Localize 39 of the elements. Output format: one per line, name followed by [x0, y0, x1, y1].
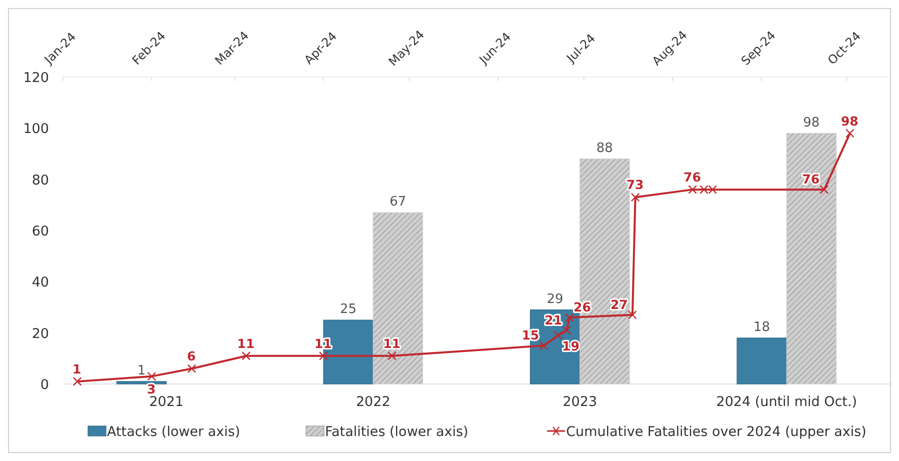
legend-label: Attacks (lower axis): [107, 424, 240, 440]
data-label: 25: [340, 302, 357, 318]
y-tick-label: 20: [32, 326, 49, 342]
y-tick-label: 100: [23, 121, 49, 138]
y-tick-label: 0: [40, 377, 49, 393]
legend-label: Fatalities (lower axis): [325, 424, 468, 440]
data-label: 29: [546, 292, 564, 307]
data-label: 76: [802, 172, 820, 187]
y-tick-label: 80: [32, 172, 49, 188]
y-tick-label: 60: [32, 224, 49, 240]
data-label: 21: [544, 312, 562, 328]
data-label: 11: [383, 336, 400, 351]
data-label: 19: [562, 338, 580, 354]
bar: [372, 212, 424, 384]
data-label: 1: [72, 361, 82, 376]
data-label: 98: [840, 113, 858, 128]
data-label: 6: [187, 348, 196, 364]
data-label: 67: [390, 194, 406, 210]
bar: [736, 338, 787, 384]
x-tick-label: 2022: [356, 394, 390, 410]
data-label: 76: [684, 170, 702, 185]
legend-label: Cumulative Fatalities over 2024 (upper axis): [566, 424, 866, 440]
y-tick-label: 120: [23, 70, 49, 86]
x-tick-label: 2023: [562, 394, 598, 410]
data-label: 73: [626, 177, 644, 192]
x-tick-label: 2021: [149, 394, 184, 410]
data-label: 1: [137, 363, 146, 378]
y-tick-label: 40: [32, 274, 49, 291]
data-label: 11: [314, 336, 332, 351]
data-label: 27: [610, 296, 628, 312]
data-label: 98: [803, 115, 820, 130]
data-label: 18: [754, 320, 770, 335]
data-label: 26: [574, 299, 592, 314]
bar: [786, 132, 837, 384]
data-label: 11: [237, 336, 255, 351]
data-label: 3: [146, 381, 156, 396]
data-label: 88: [596, 140, 613, 156]
x-tick-label: 2024 (until mid Oct.): [716, 394, 858, 410]
bar: [116, 381, 167, 384]
